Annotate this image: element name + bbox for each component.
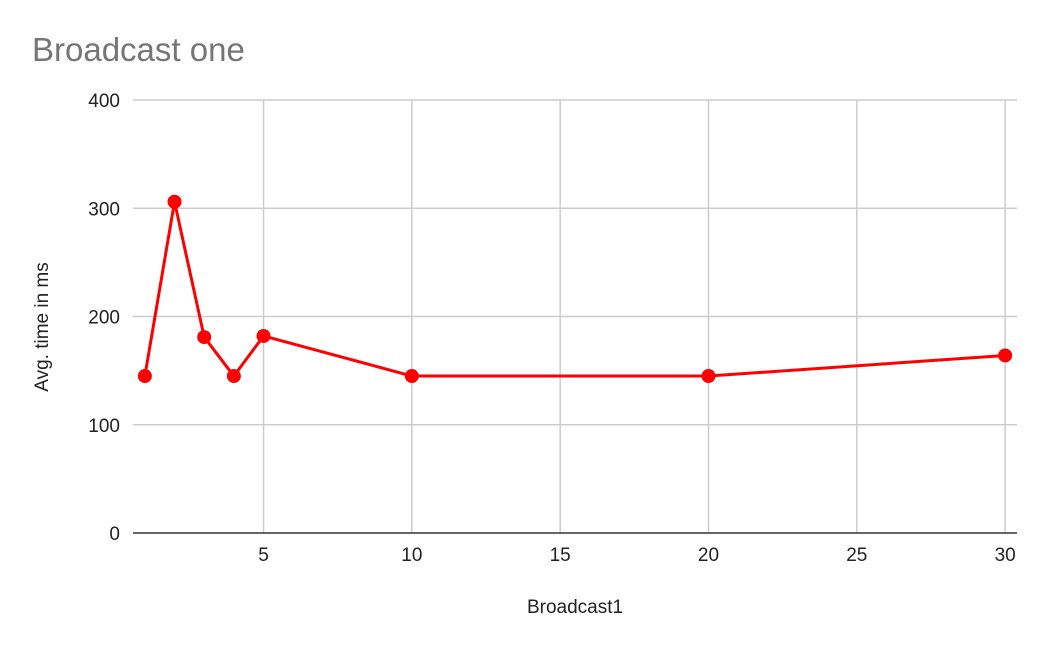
y-tick-label: 100 [88,416,120,437]
y-axis-label: Avg. time in ms [32,262,53,392]
series-layer [137,194,1013,384]
grid-lines [133,99,1017,534]
x-tick-label: 15 [550,545,571,566]
y-axis-ticks: 0 100 200 300 400 [88,91,120,545]
series-line [143,200,1006,378]
data-point [137,369,152,384]
y-tick-label: 0 [109,524,120,545]
x-tick-label: 10 [401,545,422,566]
data-point [998,348,1013,363]
data-point [701,369,716,384]
data-point [404,369,419,384]
y-tick-label: 200 [88,308,120,329]
x-axis-ticks: 5 10 15 20 25 30 [258,545,1015,566]
data-point [226,369,241,384]
data-point [256,328,271,343]
data-point [197,330,212,345]
x-tick-label: 5 [258,545,269,566]
chart-title: Broadcast one [32,31,245,68]
x-tick-label: 20 [698,545,719,566]
x-tick-label: 25 [846,545,867,566]
x-tick-label: 30 [995,545,1016,566]
data-point [167,194,182,209]
y-tick-label: 400 [88,91,120,112]
x-axis-label: Broadcast1 [527,597,623,618]
y-tick-label: 300 [88,199,120,220]
